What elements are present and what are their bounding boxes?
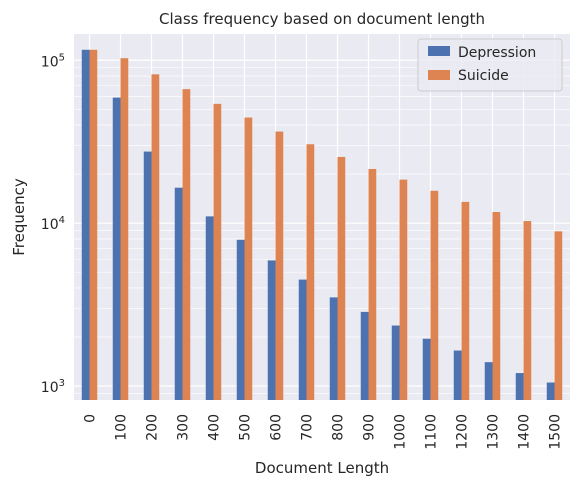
x-tick-label: 1200 (455, 414, 471, 450)
bar-depression-600 (267, 260, 276, 400)
bar-suicide-700 (306, 144, 315, 400)
bar-suicide-600 (275, 131, 284, 400)
bar-depression-700 (298, 279, 307, 400)
bar-depression-1200 (453, 350, 462, 400)
bar-depression-200 (143, 151, 152, 400)
bar-depression-1000 (391, 325, 400, 400)
bar-suicide-1500 (554, 231, 563, 400)
bars-group (81, 49, 563, 401)
bar-suicide-900 (368, 168, 377, 400)
legend-swatch-suicide (428, 70, 450, 80)
x-tick-label: 1300 (486, 414, 502, 450)
y-tick-label: 105 (41, 52, 65, 70)
bar-depression-400 (205, 216, 214, 400)
legend: Depression Suicide (417, 38, 563, 92)
bar-depression-100 (112, 97, 121, 400)
x-tick-labels: 0 100 200 300 400 500 600 700 800 900 1000 1100 1200… (83, 414, 564, 450)
bar-depression-0 (81, 49, 90, 400)
x-tick-label: 1100 (424, 414, 440, 450)
bar-suicide-1300 (492, 212, 501, 400)
x-tick-label: 0 (83, 414, 99, 423)
bar-depression-800 (329, 297, 338, 400)
chart-title: Class frequency based on document length (159, 10, 485, 28)
bar-suicide-800 (337, 156, 346, 400)
legend-label-suicide: Suicide (458, 68, 509, 84)
y-tick-labels: 103 104 105 (41, 52, 65, 396)
legend-box (417, 38, 563, 92)
bar-suicide-400 (213, 103, 222, 400)
y-tick-label: 104 (41, 215, 65, 233)
x-tick-label: 500 (238, 414, 254, 441)
x-tick-label: 200 (145, 414, 161, 441)
x-tick-label: 600 (269, 414, 285, 441)
bar-suicide-1100 (430, 190, 439, 400)
legend-label-depression: Depression (458, 45, 536, 61)
bar-suicide-0 (89, 49, 98, 400)
x-tick-label: 1500 (548, 414, 564, 450)
x-tick-label: 300 (176, 414, 192, 441)
bar-depression-1300 (484, 362, 493, 400)
bar-depression-300 (174, 187, 183, 400)
bar-suicide-500 (244, 117, 253, 401)
y-tick-label: 103 (41, 378, 65, 396)
bar-depression-1100 (422, 338, 431, 400)
bar-suicide-300 (182, 89, 191, 401)
bar-depression-500 (236, 239, 245, 400)
bar-depression-1500 (546, 382, 555, 400)
bar-suicide-1000 (399, 179, 408, 400)
bar-suicide-200 (151, 74, 160, 401)
legend-swatch-depression (428, 46, 450, 56)
bar-suicide-1200 (461, 201, 470, 400)
x-tick-label: 100 (114, 414, 130, 441)
x-axis-label: Document Length (255, 459, 389, 477)
x-tick-label: 700 (300, 414, 316, 441)
bar-suicide-100 (120, 58, 129, 401)
x-tick-label: 800 (331, 414, 347, 441)
bar-suicide-1400 (523, 221, 532, 400)
y-axis-label: Frequency (10, 178, 28, 256)
bar-depression-1400 (515, 373, 524, 400)
x-tick-label: 1400 (517, 414, 533, 450)
bar-depression-900 (360, 311, 369, 400)
x-tick-label: 400 (207, 414, 223, 441)
x-tick-label: 1000 (393, 414, 409, 450)
x-tick-label: 900 (362, 414, 378, 441)
